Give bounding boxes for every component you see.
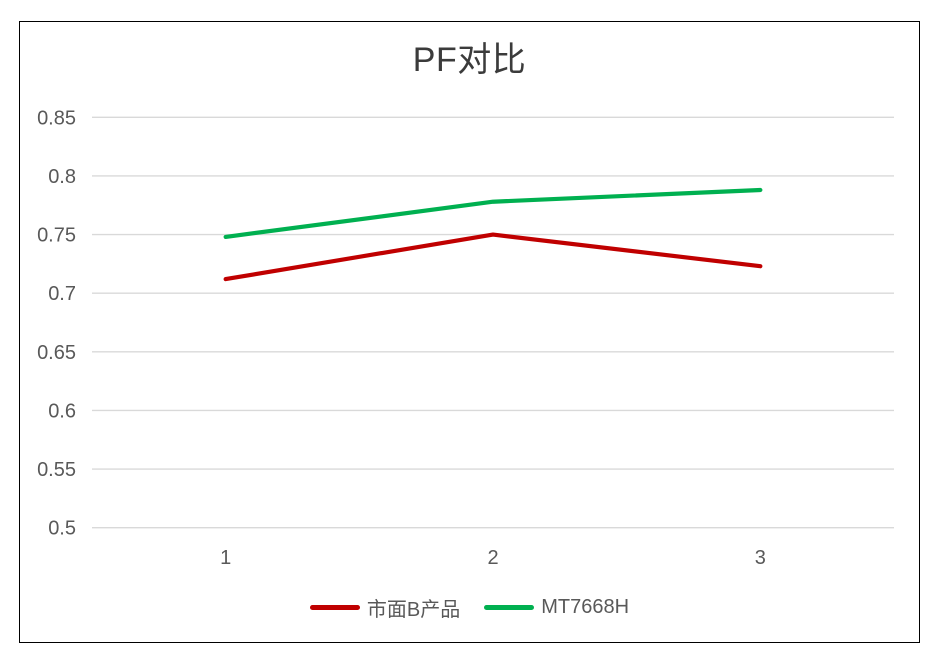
chart-title: PF对比 — [412, 41, 527, 79]
series-line-1 — [223, 187, 763, 240]
y-tick-label: 0.75 — [37, 225, 76, 247]
legend-swatch-line — [309, 604, 360, 610]
y-tick-label: 0.5 — [48, 518, 76, 540]
y-tick-label: 0.65 — [37, 342, 76, 364]
legend-item-0: 市面B产品 — [309, 593, 461, 622]
series-line-0 — [223, 232, 763, 282]
y-tick-label: 0.85 — [37, 107, 76, 129]
y-tick-label: 0.6 — [48, 400, 76, 422]
legend-label: 市面B产品 — [366, 598, 461, 621]
legend-swatch-line — [484, 604, 535, 610]
legend-item-1: MT7668H — [484, 596, 629, 619]
x-tick-label: 2 — [487, 547, 498, 569]
y-tick-label: 0.7 — [48, 283, 76, 305]
x-tick-label: 1 — [220, 547, 231, 569]
x-tick-label: 3 — [755, 547, 766, 569]
y-tick-label: 0.55 — [37, 459, 76, 481]
legend: 市面B产品 MT7668H — [19, 592, 920, 622]
legend-label: MT7668H — [541, 595, 630, 618]
chart-frame-border — [19, 21, 920, 643]
y-tick-label: 0.8 — [48, 166, 76, 188]
